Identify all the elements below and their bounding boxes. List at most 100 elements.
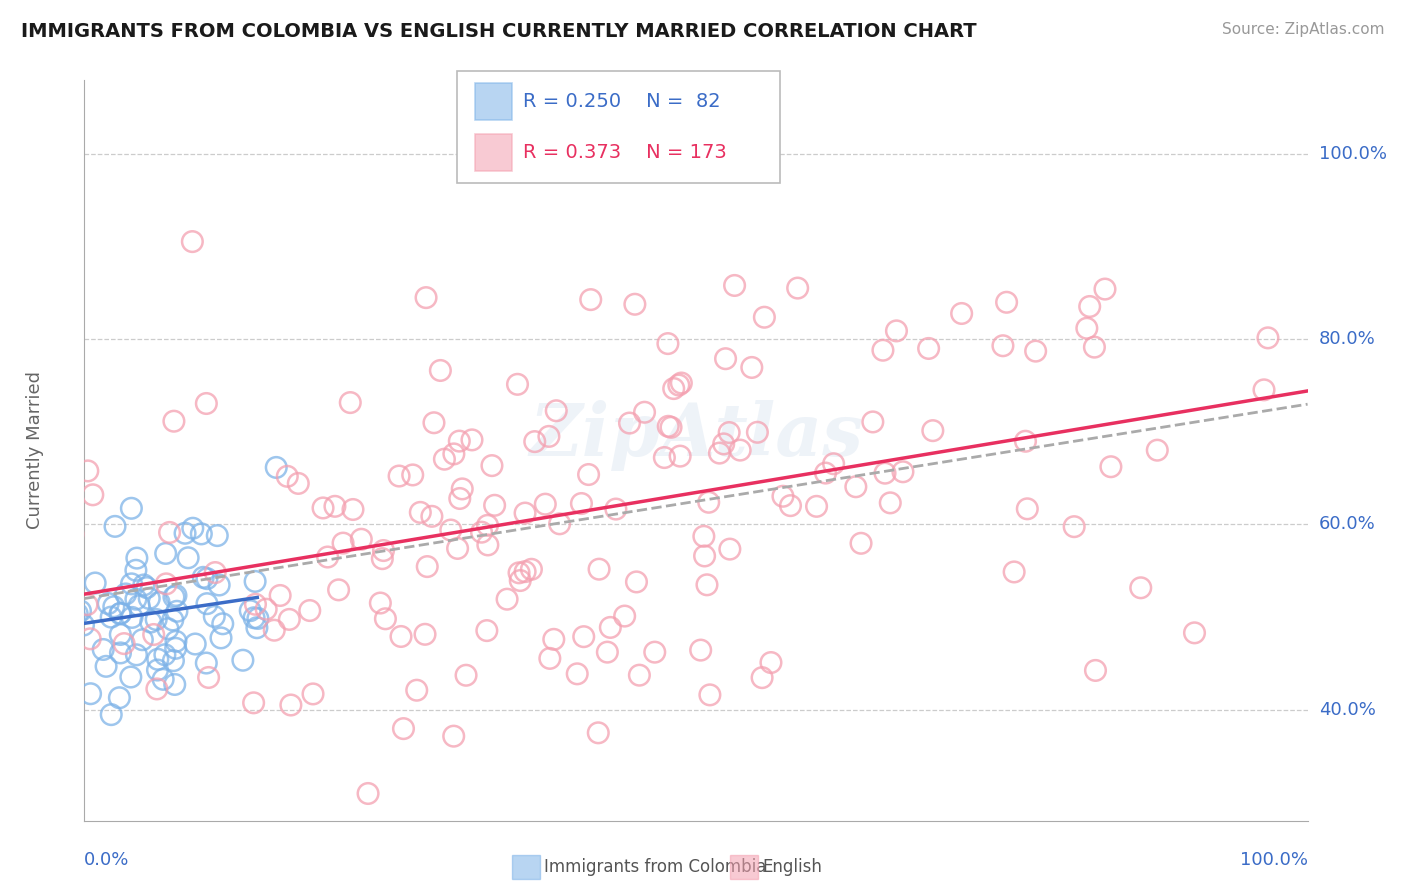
Point xyxy=(163,677,186,691)
Point xyxy=(280,698,302,712)
Point xyxy=(723,278,745,293)
Point xyxy=(506,377,529,392)
Point xyxy=(21,624,44,639)
Point xyxy=(371,551,394,566)
Point xyxy=(440,523,463,537)
Point xyxy=(872,343,894,358)
Point xyxy=(121,610,143,624)
Point xyxy=(156,622,179,636)
Point xyxy=(741,360,763,375)
Point xyxy=(845,480,868,494)
Point xyxy=(671,376,693,390)
Point xyxy=(389,630,412,644)
Point xyxy=(659,420,682,434)
Point xyxy=(477,538,499,552)
Point xyxy=(44,600,66,615)
Point xyxy=(159,525,181,540)
Point xyxy=(728,443,751,458)
Point xyxy=(886,324,908,338)
Point xyxy=(619,416,641,430)
Point xyxy=(79,687,101,701)
Point xyxy=(786,281,808,295)
Point xyxy=(110,607,132,621)
Point xyxy=(41,673,63,687)
Point xyxy=(104,519,127,533)
Point xyxy=(373,543,395,558)
Point xyxy=(1184,625,1206,640)
Point xyxy=(668,378,690,392)
Point xyxy=(195,396,218,410)
Point xyxy=(163,414,186,428)
Point xyxy=(1083,340,1105,354)
Point xyxy=(207,528,229,542)
Point xyxy=(697,495,720,509)
Point xyxy=(849,536,872,550)
Point xyxy=(669,449,692,463)
Text: 60.0%: 60.0% xyxy=(1319,516,1375,533)
Point xyxy=(103,599,125,614)
Point xyxy=(148,595,170,609)
Point xyxy=(72,618,94,632)
Point xyxy=(58,679,80,693)
Point xyxy=(263,624,285,638)
Text: R = 0.373    N = 173: R = 0.373 N = 173 xyxy=(523,143,727,162)
Point xyxy=(323,500,346,514)
Point xyxy=(1129,581,1152,595)
Point xyxy=(423,416,446,430)
Point xyxy=(66,607,89,621)
Point xyxy=(657,419,679,434)
Point xyxy=(350,533,373,547)
Point xyxy=(454,668,477,682)
Point xyxy=(520,562,543,576)
Point xyxy=(693,529,716,543)
Point xyxy=(374,612,396,626)
Point xyxy=(513,506,536,520)
Point xyxy=(779,499,801,513)
Point xyxy=(264,460,287,475)
Point xyxy=(921,424,943,438)
Point xyxy=(84,576,107,591)
Point xyxy=(1084,664,1107,678)
Point xyxy=(713,437,735,451)
Point xyxy=(246,621,269,635)
Point xyxy=(873,466,896,480)
Point xyxy=(546,403,568,417)
Point xyxy=(481,458,503,473)
Point xyxy=(917,342,939,356)
Point xyxy=(1025,344,1047,359)
Point xyxy=(243,574,266,589)
Point xyxy=(245,597,267,611)
Point xyxy=(879,496,901,510)
Point xyxy=(11,702,34,716)
Point xyxy=(696,578,718,592)
Point xyxy=(204,566,226,580)
Point xyxy=(94,659,117,673)
Point xyxy=(470,525,492,540)
Point xyxy=(162,613,184,627)
Point xyxy=(142,627,165,641)
Point xyxy=(60,582,83,596)
Point xyxy=(162,654,184,668)
Point xyxy=(114,587,136,601)
Point xyxy=(628,668,651,682)
Point xyxy=(302,687,325,701)
Point xyxy=(125,563,148,577)
Point xyxy=(689,643,711,657)
Point xyxy=(163,590,186,604)
Point xyxy=(339,395,361,409)
Point xyxy=(181,521,204,535)
Point xyxy=(388,469,411,483)
Point xyxy=(195,597,218,611)
Point xyxy=(370,596,392,610)
Text: Source: ZipAtlas.com: Source: ZipAtlas.com xyxy=(1222,22,1385,37)
Point xyxy=(626,574,648,589)
Point xyxy=(45,644,67,658)
Point xyxy=(496,592,519,607)
Point xyxy=(7,591,30,606)
Point xyxy=(131,632,153,647)
Point xyxy=(1017,501,1039,516)
Point xyxy=(177,550,200,565)
Point xyxy=(433,452,456,467)
Point xyxy=(51,583,73,598)
Point xyxy=(806,500,828,514)
